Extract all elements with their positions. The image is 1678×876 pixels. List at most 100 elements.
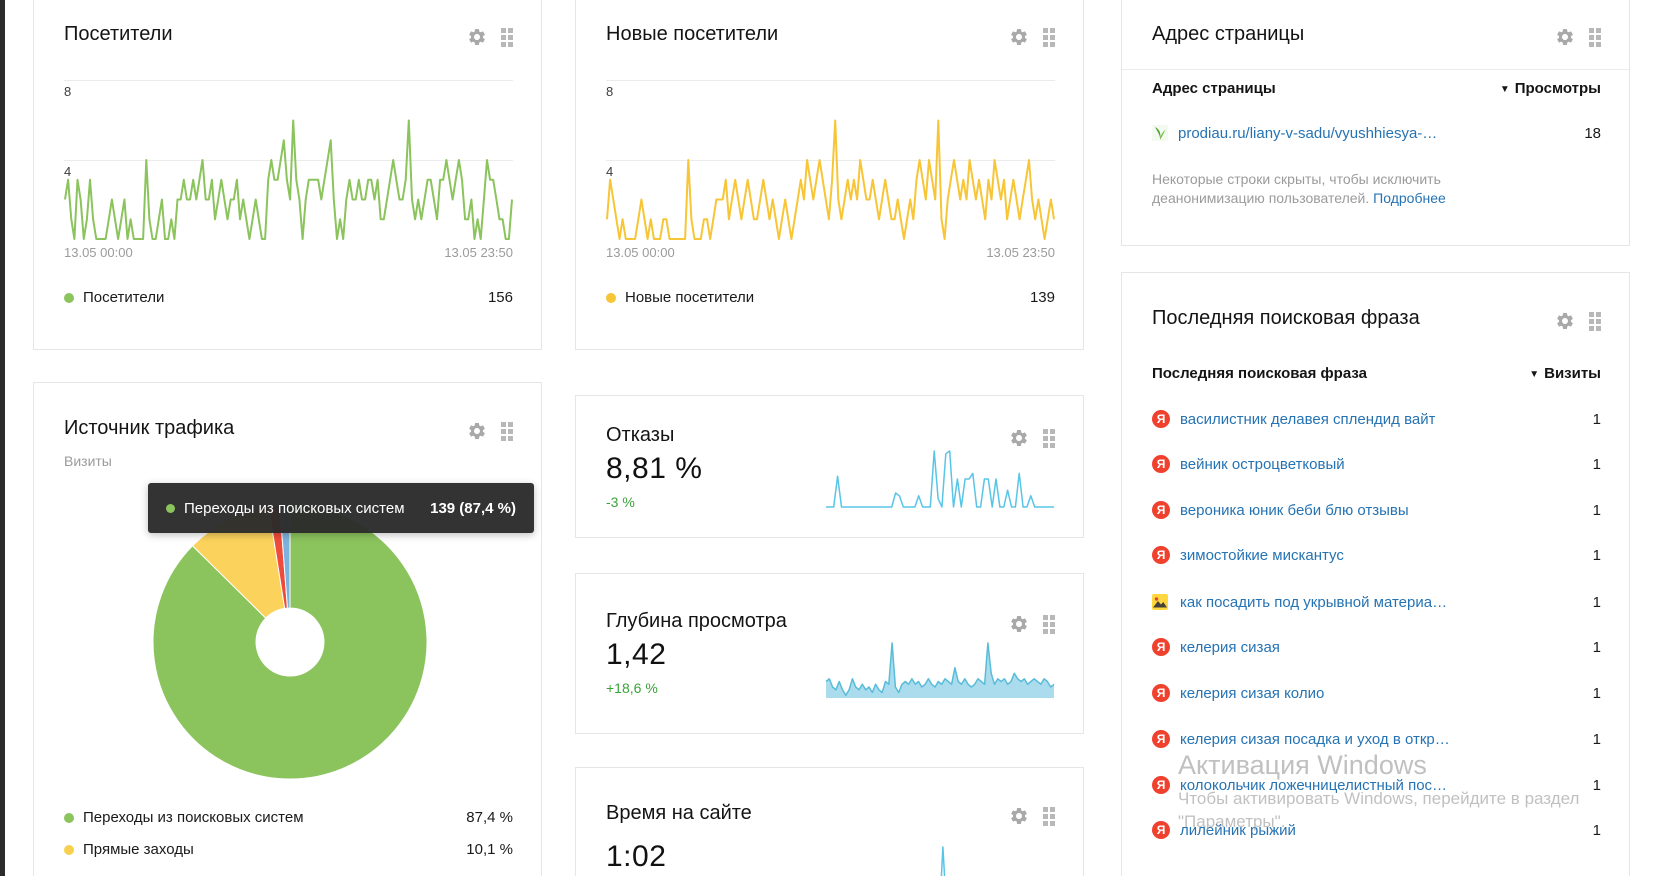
column-header-phrase[interactable]: Последняя поисковая фраза: [1152, 365, 1367, 382]
legend-row[interactable]: Новые посетители 139: [606, 289, 1055, 306]
legend-total: 139: [1029, 289, 1055, 306]
visits-value: 1: [1592, 776, 1601, 794]
legend-row[interactable]: Прямые заходы 10,1 %: [64, 841, 513, 858]
column-header-visits[interactable]: ▼ Визиты: [1529, 365, 1601, 382]
depth-value: 1,42: [606, 638, 667, 671]
depth-change: +18,6 %: [606, 680, 658, 696]
search-phrase-link[interactable]: колокольчик ложечницелистный пос…: [1180, 776, 1448, 794]
time-value: 1:02: [606, 840, 667, 873]
column-header-views[interactable]: ▼ Просмотры: [1499, 80, 1601, 97]
series-dot: [64, 844, 74, 855]
yandex-favicon: Я: [1152, 546, 1170, 564]
drag-handle-icon[interactable]: [1043, 614, 1055, 634]
search-phrase-link[interactable]: вейник остроцветковый: [1180, 455, 1345, 473]
yandex-favicon: Я: [1152, 776, 1170, 794]
search-phrase-row: Я келерия сизая посадка и уход в откр… 1: [1152, 729, 1601, 749]
widget-title: Источник трафика: [64, 417, 235, 439]
settings-gear-icon[interactable]: [1009, 428, 1029, 448]
bounces-change: -3 %: [606, 494, 635, 510]
drag-handle-icon[interactable]: [501, 27, 513, 47]
search-phrase-row: Я зимостойкие мискантус 1: [1152, 545, 1601, 565]
search-phrase-link[interactable]: василистник делавея сплендид вайт: [1180, 410, 1436, 428]
widget-search-phrases: Последняя поисковая фраза Последняя поис…: [1121, 272, 1630, 876]
tooltip-value: 139 (87,4 %): [430, 499, 516, 517]
drag-handle-icon[interactable]: [1589, 311, 1601, 331]
search-phrase-link[interactable]: лилейник рыжий: [1180, 821, 1296, 839]
collapsed-sidebar-edge: [0, 0, 5, 876]
legend-label: Прямые заходы: [83, 841, 194, 858]
legend-row[interactable]: Посетители 156: [64, 289, 513, 306]
settings-gear-icon[interactable]: [1555, 311, 1575, 331]
search-phrase-row: Я василистник делавея сплендид вайт 1: [1152, 409, 1601, 429]
drag-handle-icon[interactable]: [1043, 806, 1055, 826]
drag-handle-icon[interactable]: [501, 421, 513, 441]
settings-gear-icon[interactable]: [1555, 27, 1575, 47]
time-sparkline[interactable]: [825, 846, 1055, 876]
settings-gear-icon[interactable]: [467, 421, 487, 441]
y-tick: 8: [64, 84, 72, 99]
settings-gear-icon[interactable]: [467, 27, 487, 47]
series-dot: [64, 812, 74, 823]
chart-tooltip: Переходы из поисковых систем 139 (87,4 %…: [148, 483, 534, 533]
search-phrase-link[interactable]: келерия сизая: [1180, 638, 1280, 656]
search-phrase-row: Я лилейник рыжий 1: [1152, 820, 1601, 840]
widget-title: Время на сайте: [606, 802, 752, 824]
hidden-rows-note: Некоторые строки скрыты, чтобы исключить: [1152, 171, 1441, 187]
visits-value: 1: [1592, 730, 1601, 748]
settings-gear-icon[interactable]: [1009, 806, 1029, 826]
legend-total: 156: [487, 289, 513, 306]
legend-label: Переходы из поисковых систем: [83, 809, 304, 826]
hidden-rows-note: деанонимизацию пользователей.: [1152, 190, 1370, 206]
legend-value: 87,4 %: [466, 809, 513, 826]
search-phrase-row: как посадить под укрывной материа… 1: [1152, 592, 1601, 612]
column-header-url[interactable]: Адрес страницы: [1152, 80, 1276, 97]
details-link[interactable]: Подробнее: [1373, 190, 1446, 206]
page-url-link[interactable]: prodiau.ru/liany-v-sadu/vyushhiesya-…: [1178, 124, 1438, 142]
legend-label: Посетители: [83, 289, 165, 306]
x-label-start: 13.05 00:00: [606, 245, 675, 260]
visits-value: 1: [1592, 546, 1601, 564]
y-tick: 8: [606, 84, 614, 99]
images-favicon: [1152, 594, 1168, 610]
search-phrase-link[interactable]: вероника юник беби блю отзывы: [1180, 501, 1409, 519]
yandex-favicon: Я: [1152, 638, 1170, 656]
search-phrase-link[interactable]: келерия сизая колио: [1180, 684, 1325, 702]
new-visitors-line-chart[interactable]: [606, 80, 1055, 240]
depth-sparkline[interactable]: [825, 642, 1055, 699]
legend-label: Новые посетители: [625, 289, 755, 306]
widget-new-visitors: Новые посетители 8 4 13.05 00:00 13.05 2…: [575, 0, 1084, 350]
widget-time-on-site: Время на сайте 1:02: [575, 767, 1084, 876]
yandex-favicon: Я: [1152, 455, 1170, 473]
search-phrase-row: Я келерия сизая колио 1: [1152, 683, 1601, 703]
visitors-line-chart[interactable]: [64, 80, 513, 240]
widget-title: Отказы: [606, 424, 675, 446]
bounces-sparkline[interactable]: [825, 450, 1055, 508]
legend-value: 10,1 %: [466, 841, 513, 858]
gridline-4: [606, 160, 1055, 161]
settings-gear-icon[interactable]: [1009, 27, 1029, 47]
drag-handle-icon[interactable]: [1589, 27, 1601, 47]
search-phrase-link[interactable]: келерия сизая посадка и уход в откр…: [1180, 730, 1450, 748]
gridline-8: [606, 80, 1055, 81]
drag-handle-icon[interactable]: [1043, 27, 1055, 47]
x-label-start: 13.05 00:00: [64, 245, 133, 260]
search-phrase-link[interactable]: зимостойкие мискантус: [1180, 546, 1344, 564]
visits-value: 1: [1592, 455, 1601, 473]
widget-title: Новые посетители: [606, 23, 779, 45]
settings-gear-icon[interactable]: [1009, 614, 1029, 634]
traffic-source-donut-chart[interactable]: [153, 505, 427, 779]
x-label-end: 13.05 23:50: [986, 245, 1055, 260]
drag-handle-icon[interactable]: [1043, 428, 1055, 448]
page-address-row: prodiau.ru/liany-v-sadu/vyushhiesya-… 18: [1152, 123, 1601, 143]
widget-page-depth: Глубина просмотра 1,42 +18,6 %: [575, 573, 1084, 734]
sort-desc-icon: ▼: [1529, 369, 1540, 380]
widget-page-address: Адрес страницы Адрес страницы ▼ Просмотры…: [1121, 0, 1630, 246]
yandex-favicon: Я: [1152, 730, 1170, 748]
widget-subtitle: Визиты: [64, 453, 112, 469]
visits-value: 1: [1592, 638, 1601, 656]
visits-value: 1: [1592, 410, 1601, 428]
legend-row[interactable]: Переходы из поисковых систем 87,4 %: [64, 809, 513, 826]
yandex-favicon: Я: [1152, 501, 1170, 519]
search-phrase-link[interactable]: как посадить под укрывной материа…: [1180, 593, 1448, 611]
bounces-value: 8,81 %: [606, 452, 703, 485]
